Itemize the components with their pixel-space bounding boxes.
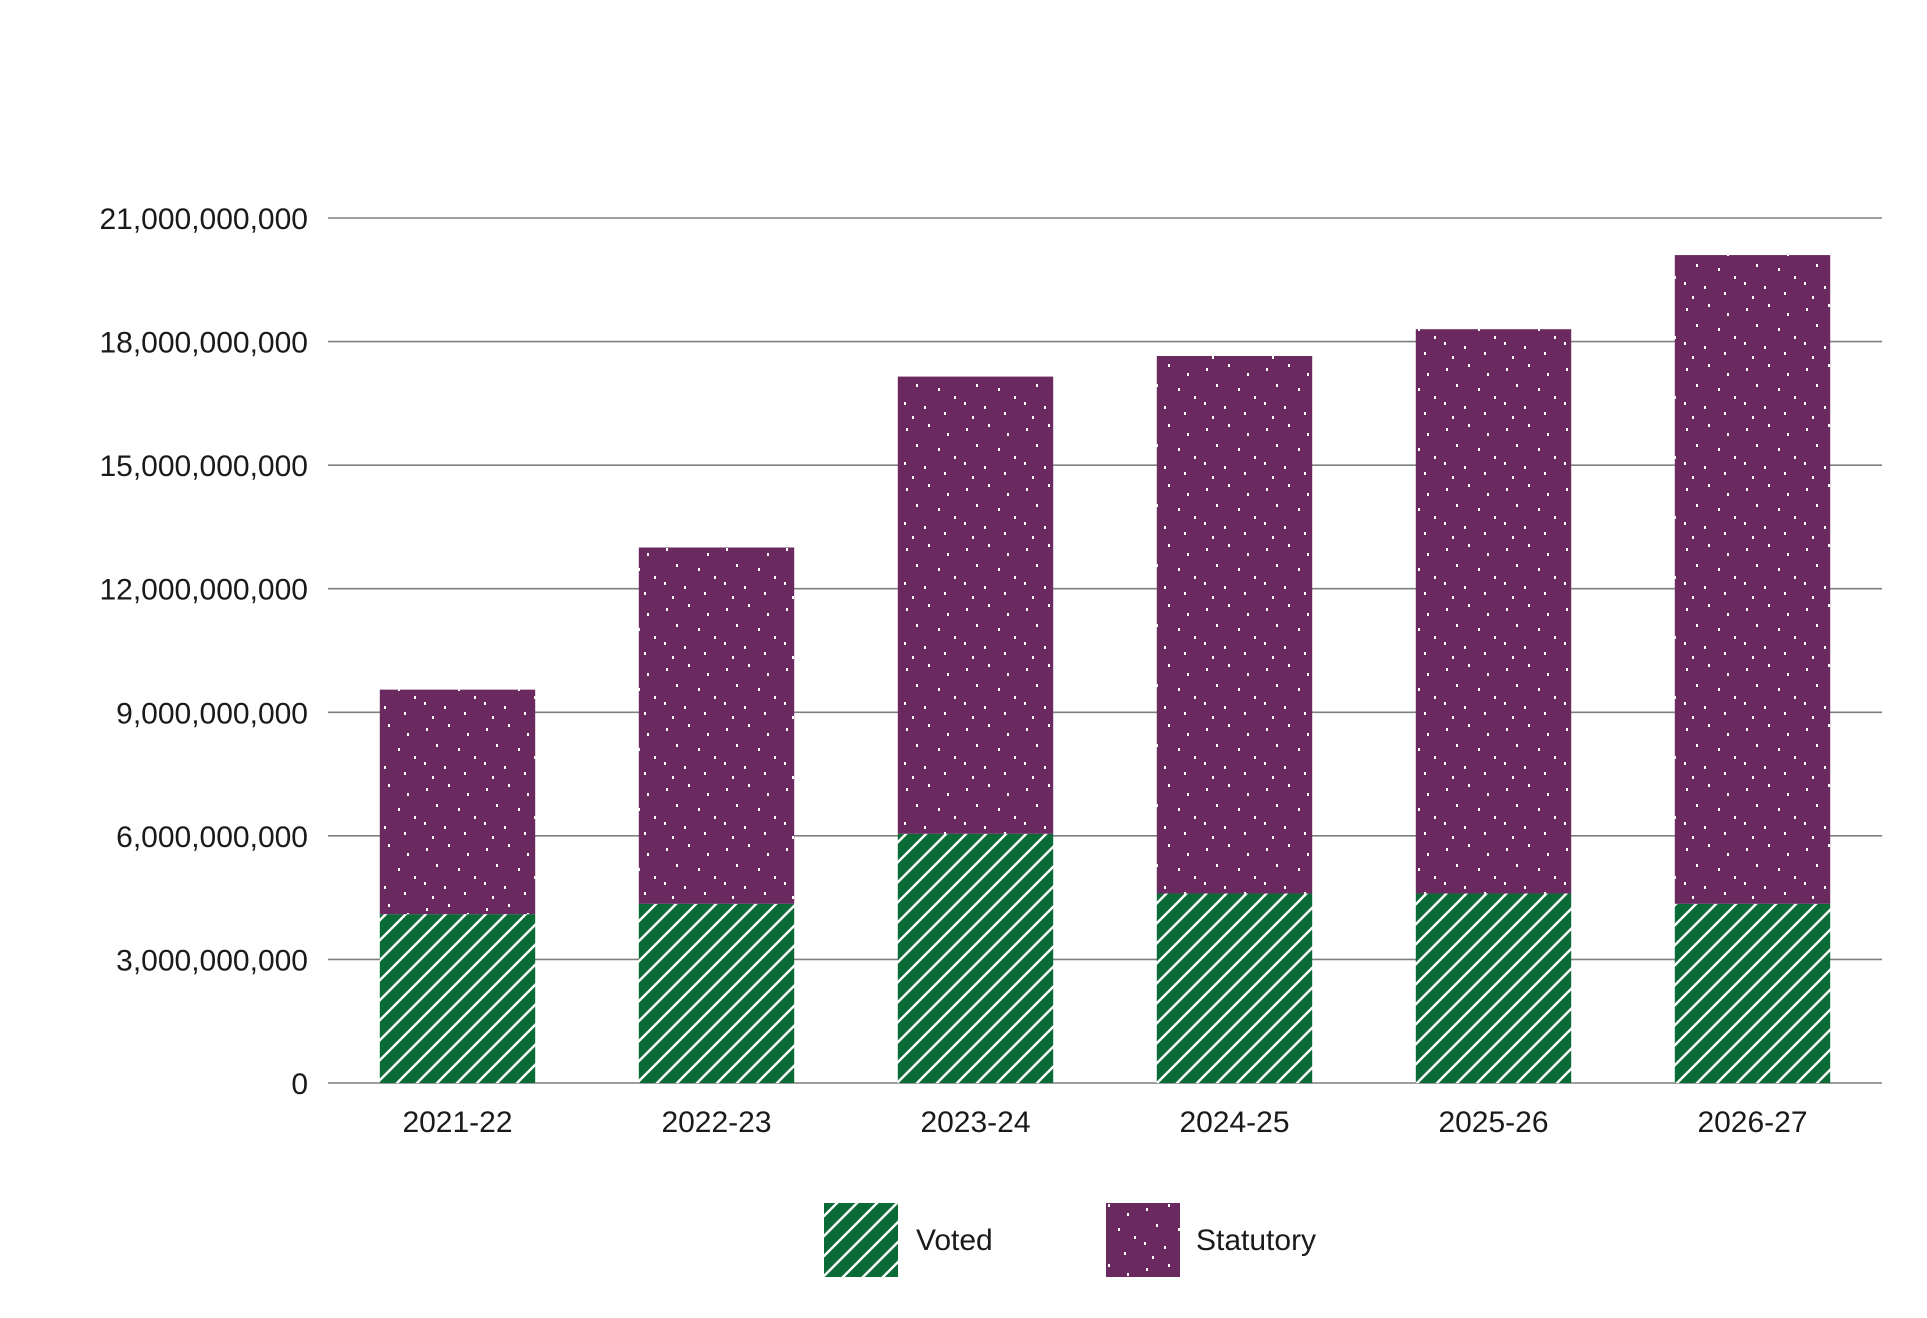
bars	[379, 255, 1831, 1083]
legend: Voted Statutory	[824, 1203, 1316, 1277]
bar-voted-2023-24	[897, 833, 1054, 1083]
bar-statutory-2022-23	[638, 547, 795, 904]
x-tick-label: 2024-25	[1179, 1106, 1289, 1139]
x-axis: 2021-22 2022-23 2023-24 2024-25 2025-26 2026-…	[402, 1106, 1807, 1139]
legend-swatch-statutory	[1106, 1203, 1180, 1277]
y-tick-label: 15,000,000,000	[99, 450, 308, 483]
x-tick-label: 2025-26	[1438, 1106, 1548, 1139]
bar-voted-2022-23	[638, 903, 795, 1083]
bar-statutory-2024-25	[1156, 355, 1313, 894]
bar-voted-2025-26	[1415, 893, 1572, 1083]
x-tick-label: 2023-24	[920, 1106, 1030, 1139]
x-tick-label: 2022-23	[661, 1106, 771, 1139]
bar-voted-2024-25	[1156, 893, 1313, 1083]
bar-voted-2026-27	[1674, 903, 1831, 1083]
y-tick-label: 9,000,000,000	[116, 697, 308, 730]
gridlines	[328, 217, 1882, 1084]
x-tick-label: 2021-22	[402, 1106, 512, 1139]
bar-statutory-2021-22	[379, 689, 536, 915]
bar-statutory-2026-27	[1674, 255, 1831, 904]
y-tick-label: 18,000,000,000	[99, 327, 308, 360]
bar-statutory-2023-24	[897, 376, 1054, 834]
y-tick-label: 12,000,000,000	[99, 574, 308, 607]
legend-label-voted: Voted	[916, 1224, 993, 1257]
y-tick-label: 6,000,000,000	[116, 821, 308, 854]
legend-label-statutory: Statutory	[1196, 1224, 1316, 1257]
y-axis: 0 3,000,000,000 6,000,000,000 9,000,000,000…	[99, 203, 308, 1101]
y-tick-label: 21,000,000,000	[99, 203, 308, 236]
x-tick-label: 2026-27	[1697, 1106, 1807, 1139]
bar-voted-2021-22	[379, 914, 536, 1083]
y-tick-label: 3,000,000,000	[116, 944, 308, 977]
legend-swatch-voted	[824, 1203, 898, 1277]
y-tick-label: 0	[291, 1068, 308, 1101]
bar-statutory-2025-26	[1415, 329, 1572, 894]
